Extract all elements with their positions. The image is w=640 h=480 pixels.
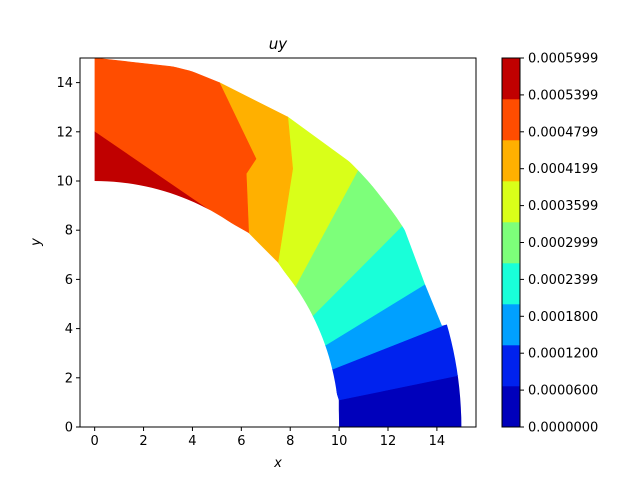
y-tick-label: 8 bbox=[65, 224, 73, 239]
colorbar-tick-label: 0.0001800 bbox=[528, 310, 598, 325]
y-tick-label: 2 bbox=[65, 371, 73, 386]
y-tick-label: 4 bbox=[65, 322, 73, 337]
x-tick-label: 14 bbox=[429, 434, 446, 449]
colorbar-swatch bbox=[502, 181, 520, 223]
x-tick-label: 12 bbox=[380, 434, 397, 449]
x-axis-label: x bbox=[273, 456, 282, 471]
plot-frame bbox=[79, 57, 477, 428]
x-axis-ticks: 0 2 4 6 8 10 12 14 bbox=[91, 427, 446, 449]
y-tick-label: 6 bbox=[65, 273, 73, 288]
colorbar-swatch bbox=[502, 140, 520, 182]
colorbar-swatch bbox=[502, 345, 520, 387]
colorbar-tick-label: 0.0005399 bbox=[528, 88, 598, 103]
colorbar-swatch bbox=[502, 386, 520, 428]
chart-title: uy bbox=[269, 35, 289, 53]
x-tick-label: 10 bbox=[331, 434, 348, 449]
colorbar-swatch bbox=[502, 99, 520, 141]
x-tick-label: 4 bbox=[188, 434, 196, 449]
y-axis-label: y bbox=[29, 238, 44, 247]
colorbar-tick-label: 0.0000600 bbox=[528, 384, 598, 399]
y-axis-ticks: 0 2 4 6 8 10 12 14 bbox=[56, 76, 80, 436]
colorbar-tick-label: 0.0004799 bbox=[528, 125, 598, 140]
colorbar-tick-label: 0.0002399 bbox=[528, 273, 598, 288]
x-tick-label: 8 bbox=[286, 434, 294, 449]
colorbar: 0.0000000 0.0000600 0.0001200 0.0001800 0.00… bbox=[501, 52, 598, 436]
colorbar-tick-label: 0.0003599 bbox=[528, 199, 598, 214]
y-tick-label: 14 bbox=[56, 76, 73, 91]
y-tick-label: 12 bbox=[56, 125, 73, 140]
y-tick-label: 0 bbox=[65, 421, 73, 436]
colorbar-tick-label: 0.0002999 bbox=[528, 236, 598, 251]
colorbar-tick-label: 0.0001200 bbox=[528, 347, 598, 362]
colorbar-swatch bbox=[502, 263, 520, 305]
x-tick-label: 2 bbox=[139, 434, 147, 449]
colorbar-swatch bbox=[502, 304, 520, 346]
colorbar-tick-label: 0.0005999 bbox=[528, 52, 598, 67]
x-tick-label: 6 bbox=[237, 434, 245, 449]
colorbar-swatch bbox=[502, 222, 520, 264]
colorbar-tick-label: 0.0000000 bbox=[528, 421, 598, 436]
contour-regions bbox=[94, 58, 462, 427]
x-tick-label: 0 bbox=[91, 434, 99, 449]
y-tick-label: 10 bbox=[56, 175, 73, 190]
colorbar-tick-label: 0.0004199 bbox=[528, 162, 598, 177]
colorbar-swatch bbox=[502, 58, 520, 100]
